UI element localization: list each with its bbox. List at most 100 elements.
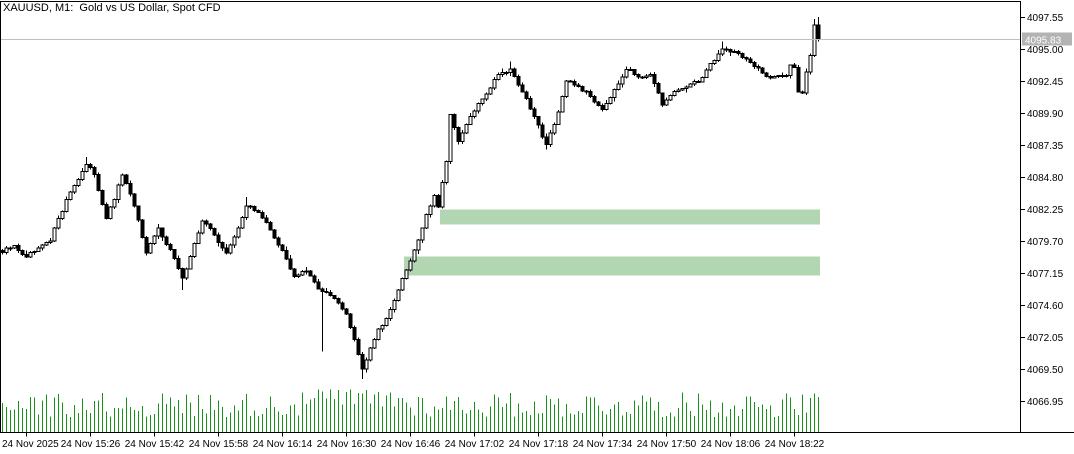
bear-candle: [796, 66, 801, 93]
bear-candle: [572, 80, 577, 86]
bull-candle: [488, 87, 493, 95]
bear-candle: [308, 270, 313, 277]
bear-candle: [736, 51, 741, 54]
bear-candle: [356, 338, 361, 355]
bull-candle: [472, 110, 477, 118]
bear-candle: [312, 275, 317, 283]
bull-candle: [60, 211, 65, 220]
bear-candle: [632, 69, 637, 75]
price-axis-label: 4079.70: [1027, 237, 1064, 248]
bull-candle: [500, 71, 505, 75]
bear-candle: [600, 104, 605, 111]
bull-candle: [376, 328, 381, 341]
lower-zone-rectangle[interactable]: [404, 256, 820, 276]
bull-candle: [616, 83, 621, 90]
bear-candle: [164, 236, 169, 246]
bull-candle: [464, 123, 469, 134]
time-axis-label: 24 Nov 16:46: [381, 439, 441, 450]
bear-candle: [208, 223, 213, 229]
bid-price-group: 4095.83: [1, 32, 1072, 47]
bull-candle: [624, 68, 629, 78]
bull-candle: [32, 250, 37, 253]
bull-candle: [56, 218, 61, 229]
bear-candle: [516, 75, 521, 86]
bull-candle: [432, 194, 437, 207]
upper-zone-rectangle[interactable]: [440, 209, 820, 225]
bull-candle: [64, 199, 69, 213]
bear-candle: [588, 91, 593, 98]
bull-candle: [192, 242, 197, 258]
bear-candle: [16, 245, 21, 252]
price-axis[interactable]: 4097.55 4095.00 4092.45 4089.90 4087.35 4084.…: [1021, 13, 1064, 408]
bear-candle: [132, 193, 137, 207]
bull-candle: [704, 69, 709, 78]
bull-candle: [692, 80, 697, 85]
time-axis-label: 24 Nov 18:22: [765, 439, 825, 450]
bull-candle: [80, 170, 85, 181]
bull-candle: [156, 227, 161, 237]
bull-candle: [556, 111, 561, 125]
bear-candle: [524, 91, 529, 99]
bull-candle: [504, 71, 509, 74]
bear-candle: [800, 91, 805, 94]
bid-price-tag: [1022, 32, 1072, 46]
price-axis-label: 4072.05: [1027, 333, 1064, 344]
highlight-zones: [404, 209, 820, 276]
time-axis-label: 24 Nov 17:18: [509, 439, 569, 450]
bear-candle: [352, 327, 357, 340]
time-axis[interactable]: 24 Nov 2025 24 Nov 15:26 24 Nov 15:42 24 No…: [2, 432, 825, 451]
bear-candle: [660, 92, 665, 106]
time-axis-label: 24 Nov 17:02: [445, 439, 505, 450]
bull-candle: [404, 269, 409, 279]
bear-candle: [20, 250, 25, 255]
bear-candle: [792, 64, 797, 68]
bull-candle: [240, 217, 245, 229]
bull-candle: [28, 251, 33, 258]
bear-candle: [92, 166, 97, 176]
bull-candle: [564, 80, 569, 98]
bear-candle: [256, 209, 261, 213]
bull-candle: [804, 71, 809, 94]
price-axis-label: 4092.45: [1027, 77, 1064, 88]
bear-candle: [360, 353, 365, 370]
bull-candle: [732, 51, 737, 54]
bull-candle: [148, 242, 153, 254]
plot-frame: [0, 1, 1021, 433]
bear-candle: [816, 24, 821, 40]
price-axis-label: 4084.80: [1027, 173, 1064, 184]
bull-candle: [716, 53, 721, 61]
plot-border: [0, 1, 1074, 433]
bear-candle: [180, 268, 185, 279]
bear-candle: [160, 227, 165, 238]
bull-candle: [560, 96, 565, 113]
bear-candle: [580, 86, 585, 92]
bear-candle: [272, 229, 277, 239]
candlesticks: [0, 17, 821, 380]
bull-candle: [412, 249, 417, 262]
bear-candle: [344, 308, 349, 315]
bear-candle: [212, 227, 217, 236]
bear-candle: [540, 124, 545, 138]
bull-candle: [408, 260, 413, 271]
bull-candle: [400, 277, 405, 291]
bear-candle: [640, 76, 645, 79]
bear-candle: [760, 67, 765, 74]
bear-candle: [768, 76, 773, 79]
bull-candle: [4, 247, 9, 253]
bull-candle: [492, 79, 497, 89]
bear-candle: [96, 174, 101, 192]
bear-candle: [268, 222, 273, 231]
bear-candle: [724, 48, 729, 51]
bull-candle: [392, 299, 397, 310]
bull-candle: [508, 68, 513, 73]
bull-candle: [232, 236, 237, 246]
time-axis-label: 24 Nov 16:30: [317, 439, 377, 450]
bull-candle: [384, 317, 389, 326]
bear-candle: [532, 108, 537, 118]
time-axis-label: 24 Nov 2025: [2, 439, 59, 450]
bear-candle: [696, 80, 701, 83]
bear-candle: [24, 253, 29, 258]
bear-candle: [328, 291, 333, 297]
bull-candle: [700, 76, 705, 83]
